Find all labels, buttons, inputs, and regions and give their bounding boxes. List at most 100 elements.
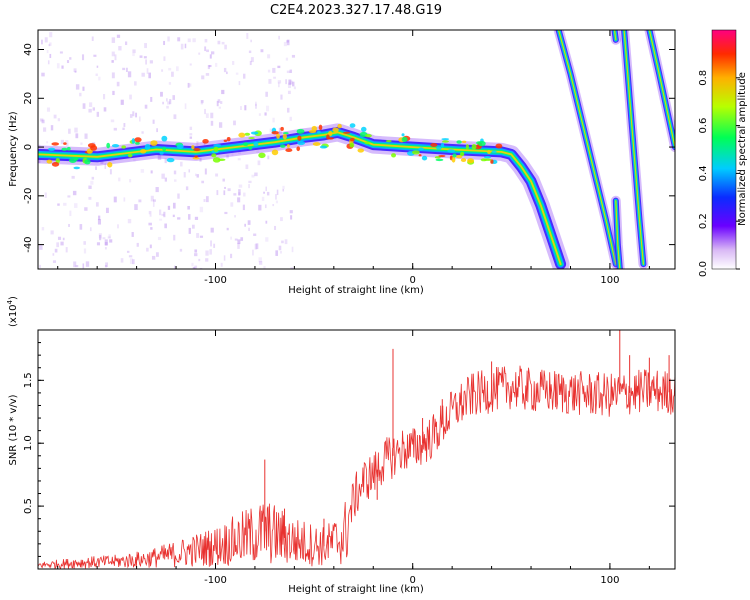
- noise-speck: [74, 70, 77, 73]
- noise-speck: [222, 178, 225, 182]
- noise-speck: [67, 195, 71, 198]
- noise-speck: [125, 67, 128, 73]
- noise-speck: [113, 127, 117, 131]
- noise-speck: [95, 73, 98, 76]
- noise-speck: [189, 133, 193, 136]
- noise-speck: [116, 34, 121, 38]
- noise-speck: [179, 248, 183, 252]
- spectral-blob: [253, 142, 259, 147]
- noise-speck: [131, 232, 134, 237]
- noise-speck: [89, 227, 92, 232]
- noise-speck: [188, 169, 191, 173]
- noise-speck: [111, 72, 115, 79]
- noise-speck: [205, 113, 209, 118]
- noise-speck: [104, 239, 108, 246]
- spectral-blob: [430, 143, 438, 148]
- noise-speck: [243, 192, 246, 197]
- noise-speck: [53, 114, 57, 119]
- noise-speck: [274, 225, 277, 230]
- spectral-blob: [447, 149, 456, 153]
- noise-speck: [282, 188, 285, 192]
- spectral-blob: [467, 158, 475, 164]
- noise-speck: [168, 67, 172, 71]
- noise-speck: [226, 227, 229, 231]
- noise-speck: [80, 142, 83, 145]
- noise-speck: [226, 154, 229, 159]
- noise-speck: [189, 136, 193, 139]
- noise-speck: [82, 263, 85, 269]
- spectral-blob: [312, 142, 321, 146]
- spectral-blob: [318, 124, 323, 131]
- noise-speck: [272, 117, 275, 123]
- noise-speck: [93, 54, 97, 57]
- noise-speck: [291, 54, 296, 58]
- spectral-blob: [465, 144, 469, 150]
- spectral-blob: [349, 142, 355, 148]
- noise-speck: [150, 96, 153, 102]
- noise-speck: [199, 157, 202, 162]
- noise-speck: [52, 253, 55, 256]
- noise-speck: [177, 193, 180, 199]
- noise-speck: [161, 213, 165, 216]
- noise-speck: [268, 78, 272, 84]
- noise-speck: [173, 265, 176, 269]
- noise-speck: [196, 141, 199, 147]
- noise-speck: [204, 168, 207, 175]
- noise-speck: [256, 150, 260, 154]
- noise-speck: [215, 173, 219, 177]
- spectral-blob: [342, 131, 351, 134]
- noise-speck: [81, 54, 85, 61]
- spectral-blob: [296, 128, 305, 134]
- spectral-blob: [360, 126, 367, 132]
- spectral-blob: [436, 146, 442, 150]
- noise-speck: [204, 108, 206, 115]
- spectral-blob: [326, 134, 330, 140]
- spectral-blob: [460, 151, 465, 156]
- noise-speck: [246, 33, 249, 39]
- spectral-blob: [139, 149, 147, 154]
- spectrogram-ytick-label: 20: [23, 92, 34, 105]
- spectral-blob: [296, 146, 301, 152]
- spectral-blob: [111, 144, 120, 148]
- noise-speck: [84, 133, 88, 139]
- noise-speck: [50, 230, 54, 235]
- noise-speck: [282, 185, 285, 190]
- noise-speck: [98, 76, 101, 81]
- noise-speck: [235, 72, 239, 75]
- noise-speck: [175, 66, 179, 72]
- noise-speck: [129, 179, 132, 183]
- noise-speck: [156, 128, 158, 133]
- noise-speck: [62, 237, 65, 241]
- noise-speck: [172, 95, 175, 100]
- colorbar-tick-label: 0.8: [698, 70, 709, 86]
- spectrogram-xtick-label: 0: [410, 275, 416, 286]
- noise-speck: [61, 65, 64, 69]
- noise-speck: [44, 192, 47, 198]
- noise-speck: [272, 67, 276, 73]
- noise-speck: [267, 54, 271, 59]
- spectral-blob: [283, 132, 289, 135]
- noise-speck: [188, 214, 191, 220]
- noise-speck: [255, 101, 257, 107]
- noise-speck: [253, 233, 257, 236]
- noise-speck: [41, 227, 45, 231]
- spectral-blob: [68, 158, 77, 163]
- spectral-blob: [250, 131, 259, 135]
- noise-speck: [49, 53, 52, 59]
- noise-speck: [224, 44, 227, 50]
- noise-speck: [110, 119, 115, 123]
- spectral-blob: [477, 140, 486, 147]
- noise-speck: [238, 81, 241, 86]
- noise-speck: [232, 61, 235, 65]
- spectral-blob: [258, 152, 266, 159]
- noise-speck: [111, 37, 116, 43]
- noise-speck: [194, 216, 199, 220]
- spectral-blob: [213, 144, 222, 147]
- noise-speck: [231, 152, 234, 157]
- noise-speck: [200, 100, 204, 105]
- noise-speck: [287, 90, 291, 95]
- noise-speck: [98, 215, 101, 221]
- noise-speck: [280, 250, 282, 254]
- noise-speck: [95, 202, 99, 207]
- spectral-blob: [495, 143, 503, 149]
